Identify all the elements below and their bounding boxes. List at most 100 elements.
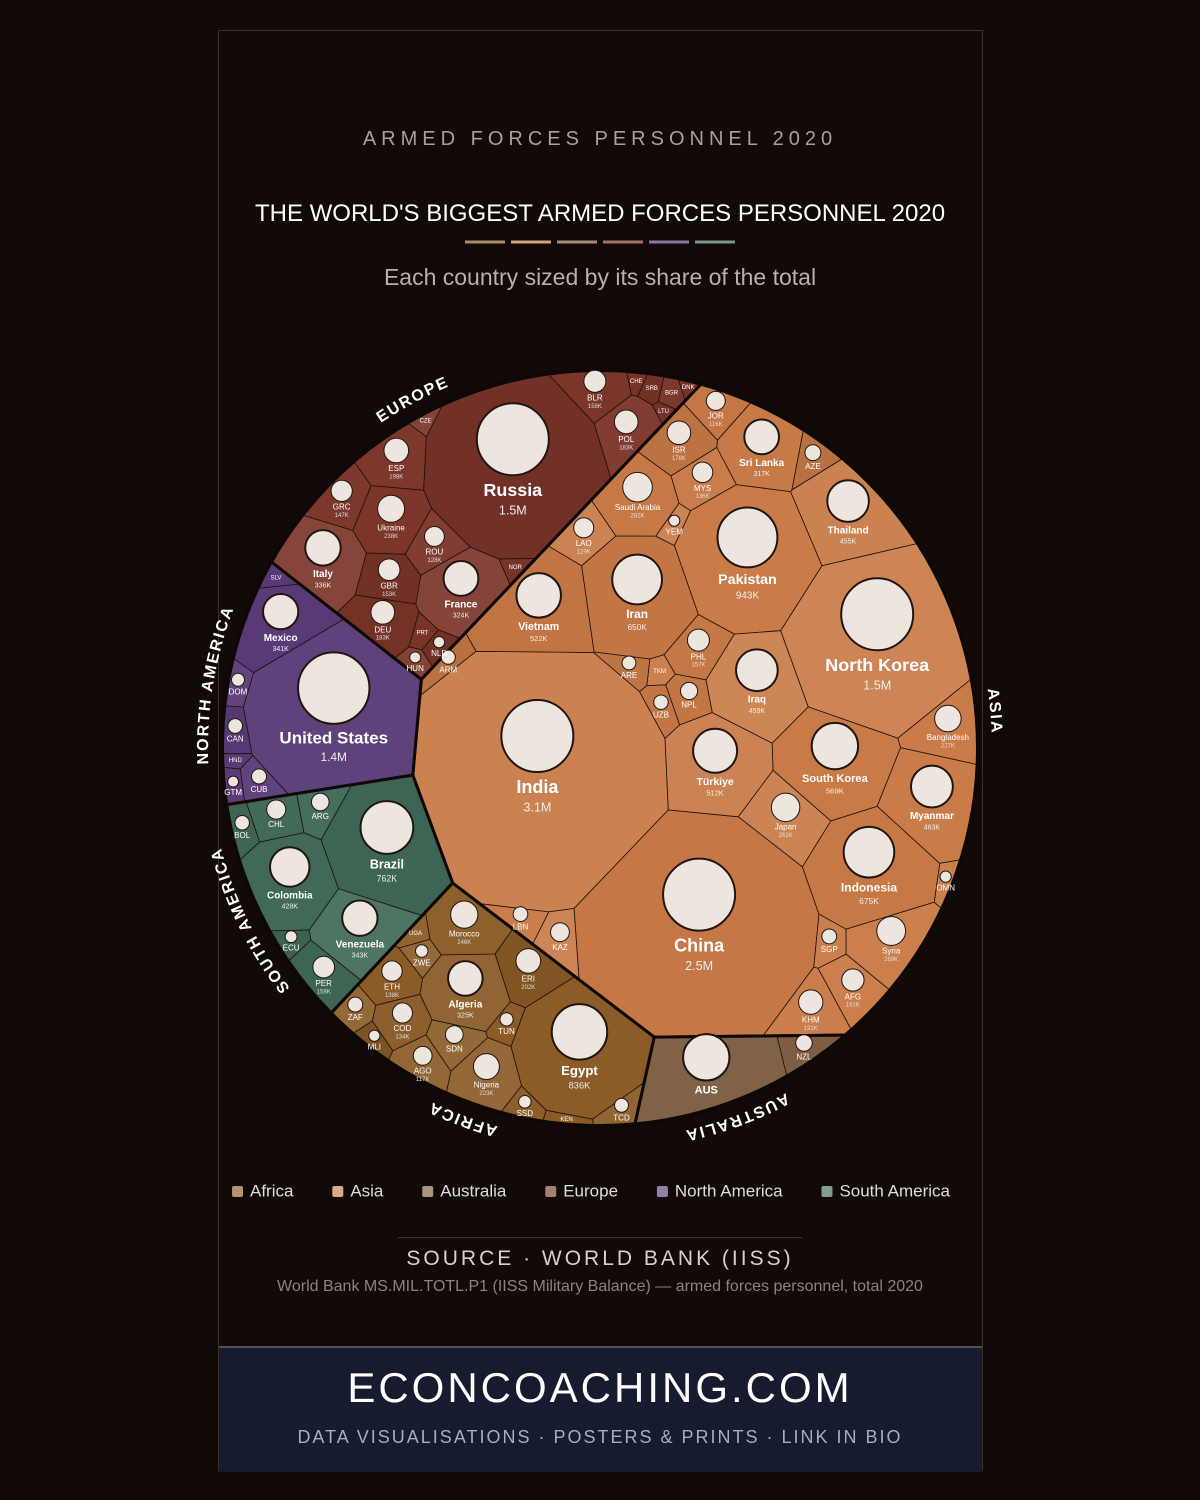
- flag-badge: [409, 651, 422, 664]
- country-name: YEM: [666, 527, 684, 536]
- flag-badge: [472, 1053, 500, 1080]
- flag-badge: [412, 1045, 433, 1066]
- flag-badge: [798, 989, 824, 1015]
- value-label: 463K: [924, 824, 941, 831]
- value-label: 117K: [416, 1077, 430, 1083]
- flag-badge: [614, 1097, 630, 1113]
- value-label: 223K: [479, 1091, 493, 1097]
- flag-badge: [442, 560, 480, 597]
- value-label: 128K: [427, 558, 441, 564]
- value-label: 136K: [696, 494, 710, 500]
- country-name: CHL: [268, 820, 285, 829]
- country-name: COD: [394, 1024, 412, 1033]
- country-name: TUN: [498, 1027, 515, 1036]
- country-name: United States: [279, 729, 388, 748]
- flag-badge: [691, 461, 714, 484]
- country-name: TKM: [653, 669, 666, 675]
- flag-badge: [518, 1094, 532, 1109]
- flag-badge: [679, 681, 699, 701]
- legend-swatch: [821, 1186, 833, 1197]
- brand: ECONCOACHING.COM: [347, 1364, 853, 1411]
- country-name: PHL: [691, 652, 707, 661]
- legend-swatch: [422, 1186, 434, 1197]
- value-label: 158K: [317, 990, 331, 996]
- country-name: South Korea: [802, 773, 869, 785]
- value-label: 238K: [384, 534, 398, 540]
- flag-badge: [826, 479, 870, 523]
- flag-badge: [440, 649, 456, 665]
- flag-badge: [804, 444, 822, 462]
- country-name: Thailand: [828, 525, 869, 536]
- legend-label: North America: [675, 1181, 783, 1200]
- country-name: Indonesia: [841, 881, 898, 895]
- flag-badge: [611, 553, 663, 606]
- value-label: 341K: [272, 646, 289, 653]
- country-name: Mexico: [264, 633, 298, 644]
- flag-badge: [433, 636, 446, 649]
- source-heading: SOURCE · WORLD BANK (IISS): [406, 1247, 794, 1270]
- country-name: Sri Lanka: [739, 458, 784, 469]
- country-name: NPL: [681, 701, 697, 710]
- flag-badge: [743, 418, 781, 456]
- flag-badge: [499, 1012, 514, 1027]
- country-name: AZE: [805, 462, 821, 471]
- flag-badge: [250, 768, 268, 785]
- country-name: CUB: [251, 785, 268, 794]
- flag-badge: [450, 900, 479, 929]
- flag-badge: [716, 506, 779, 569]
- flag-badge: [297, 651, 371, 725]
- flag-badge: [381, 960, 403, 982]
- flag-badge: [840, 577, 915, 652]
- flag-badge: [310, 792, 330, 812]
- legend-label: South America: [839, 1181, 950, 1200]
- country-name: DOM: [229, 687, 248, 696]
- value-label: 428K: [282, 904, 299, 911]
- country-name: Bangladesh: [927, 733, 969, 742]
- country-name: KEN: [560, 1117, 572, 1123]
- country-name: ESP: [388, 464, 404, 473]
- flag-badge: [391, 1002, 413, 1024]
- value-label: 2.5M: [685, 959, 713, 973]
- flag-badge: [414, 944, 429, 958]
- flag-badge: [383, 437, 410, 464]
- value-label: 522K: [530, 634, 547, 643]
- flag-badge: [613, 409, 639, 435]
- country-name: Vietnam: [518, 621, 559, 633]
- value-label: 325K: [457, 1013, 474, 1020]
- country-name: Italy: [313, 569, 333, 580]
- country-name: ECU: [283, 944, 300, 953]
- flag-badge: [284, 930, 298, 944]
- flag-badge: [234, 814, 250, 831]
- flag-badge: [682, 1033, 731, 1082]
- value-label: 183K: [619, 445, 633, 451]
- flag-badge: [821, 928, 838, 945]
- country-name: GBR: [380, 582, 398, 591]
- country-name: SSD: [517, 1109, 534, 1118]
- country-name: ROU: [426, 547, 444, 556]
- country-name: BGR: [665, 390, 679, 396]
- country-name: ISR: [672, 446, 686, 455]
- country-name: HUN: [407, 664, 425, 673]
- footer: [219, 1346, 982, 1472]
- country-name: Iraq: [748, 695, 766, 706]
- country-cell: [646, 654, 676, 687]
- country-name: ARE: [621, 671, 637, 680]
- legend-label: Europe: [563, 1181, 618, 1200]
- value-label: 836K: [569, 1081, 591, 1091]
- country-name: China: [674, 936, 725, 956]
- flag-badge: [770, 792, 801, 823]
- country-name: HND: [229, 758, 243, 764]
- flag-badge: [444, 1025, 464, 1044]
- source-note: World Bank MS.MIL.TOTL.P1 (IISS Military…: [277, 1278, 923, 1295]
- flag-badge: [653, 694, 669, 710]
- flag-badge: [377, 558, 401, 582]
- country-name: JOR: [708, 412, 724, 421]
- value-label: 246K: [457, 940, 471, 946]
- header: ARMED FORCES PERSONNEL 2020: [362, 128, 838, 150]
- value-label: 336K: [315, 582, 332, 589]
- country-name: MYS: [694, 484, 711, 493]
- legend-label: Africa: [250, 1181, 294, 1200]
- country-name: SRB: [646, 386, 658, 392]
- value-label: 198K: [389, 474, 403, 480]
- flag-badge: [621, 655, 637, 671]
